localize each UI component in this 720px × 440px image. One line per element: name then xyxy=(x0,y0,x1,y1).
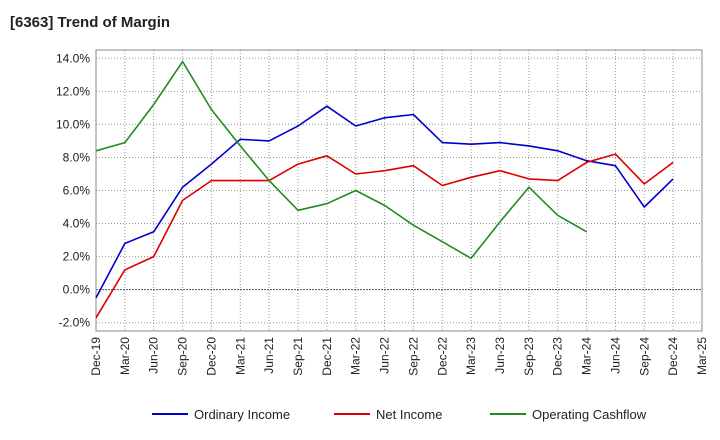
series-lines xyxy=(95,60,674,319)
x-tick-label: Dec-20 xyxy=(204,337,218,376)
legend-label: Ordinary Income xyxy=(194,407,290,422)
x-axis-ticks: Dec-19 Mar-20 Jun-20 Sep-20 Dec-20 Mar-21 Jun-… xyxy=(89,337,709,376)
y-tick-label: 4.0% xyxy=(63,217,91,231)
x-tick-label: Dec-22 xyxy=(435,337,449,376)
legend-label: Net Income xyxy=(376,407,442,422)
y-tick-label: 10.0% xyxy=(56,117,90,131)
x-tick-label: Sep-24 xyxy=(637,337,651,376)
series-line-ordinary-income xyxy=(95,105,674,299)
chart-title: [6363] Trend of Margin xyxy=(10,14,171,31)
x-tick-label: Mar-25 xyxy=(695,337,709,375)
x-tick-label: Sep-21 xyxy=(291,337,305,376)
x-tick-label: Jun-21 xyxy=(262,337,276,374)
x-tick-label: Dec-23 xyxy=(551,337,565,376)
y-axis-ticks: -2.0% 0.0% 2.0% 4.0% 6.0% 8.0% 10.0% 12.0% 14.0% xyxy=(56,51,90,329)
series-line-net-income xyxy=(95,153,674,319)
x-tick-label: Jun-22 xyxy=(378,337,392,374)
x-tick-label: Sep-20 xyxy=(176,337,190,376)
x-tick-label: Sep-22 xyxy=(406,337,420,376)
x-tick-label: Dec-24 xyxy=(666,337,680,376)
plot-area xyxy=(95,49,703,332)
legend: Ordinary Income Net Income Operating Cashf… xyxy=(152,407,647,422)
x-tick-label: Jun-23 xyxy=(493,337,507,374)
x-tick-label: Mar-22 xyxy=(349,337,363,375)
x-tick-label: Jun-20 xyxy=(147,337,161,374)
gridlines xyxy=(95,50,703,331)
x-tick-label: Dec-19 xyxy=(89,337,103,376)
x-tick-label: Mar-23 xyxy=(464,337,478,375)
x-tick-label: Mar-20 xyxy=(118,337,132,375)
y-tick-label: 12.0% xyxy=(56,84,90,98)
x-tick-label: Dec-21 xyxy=(320,337,334,376)
y-tick-label: 0.0% xyxy=(63,283,91,297)
x-tick-label: Mar-21 xyxy=(233,337,247,375)
series-line-operating-cashflow xyxy=(95,60,587,260)
x-tick-label: Mar-24 xyxy=(580,337,594,375)
x-tick-label: Jun-24 xyxy=(608,337,622,374)
y-tick-label: -2.0% xyxy=(59,316,91,330)
y-tick-label: 14.0% xyxy=(56,51,90,65)
y-tick-label: 2.0% xyxy=(63,250,91,264)
y-tick-label: 6.0% xyxy=(63,184,91,198)
legend-label: Operating Cashflow xyxy=(532,407,647,422)
y-tick-label: 8.0% xyxy=(63,150,91,164)
x-tick-label: Sep-23 xyxy=(522,337,536,376)
